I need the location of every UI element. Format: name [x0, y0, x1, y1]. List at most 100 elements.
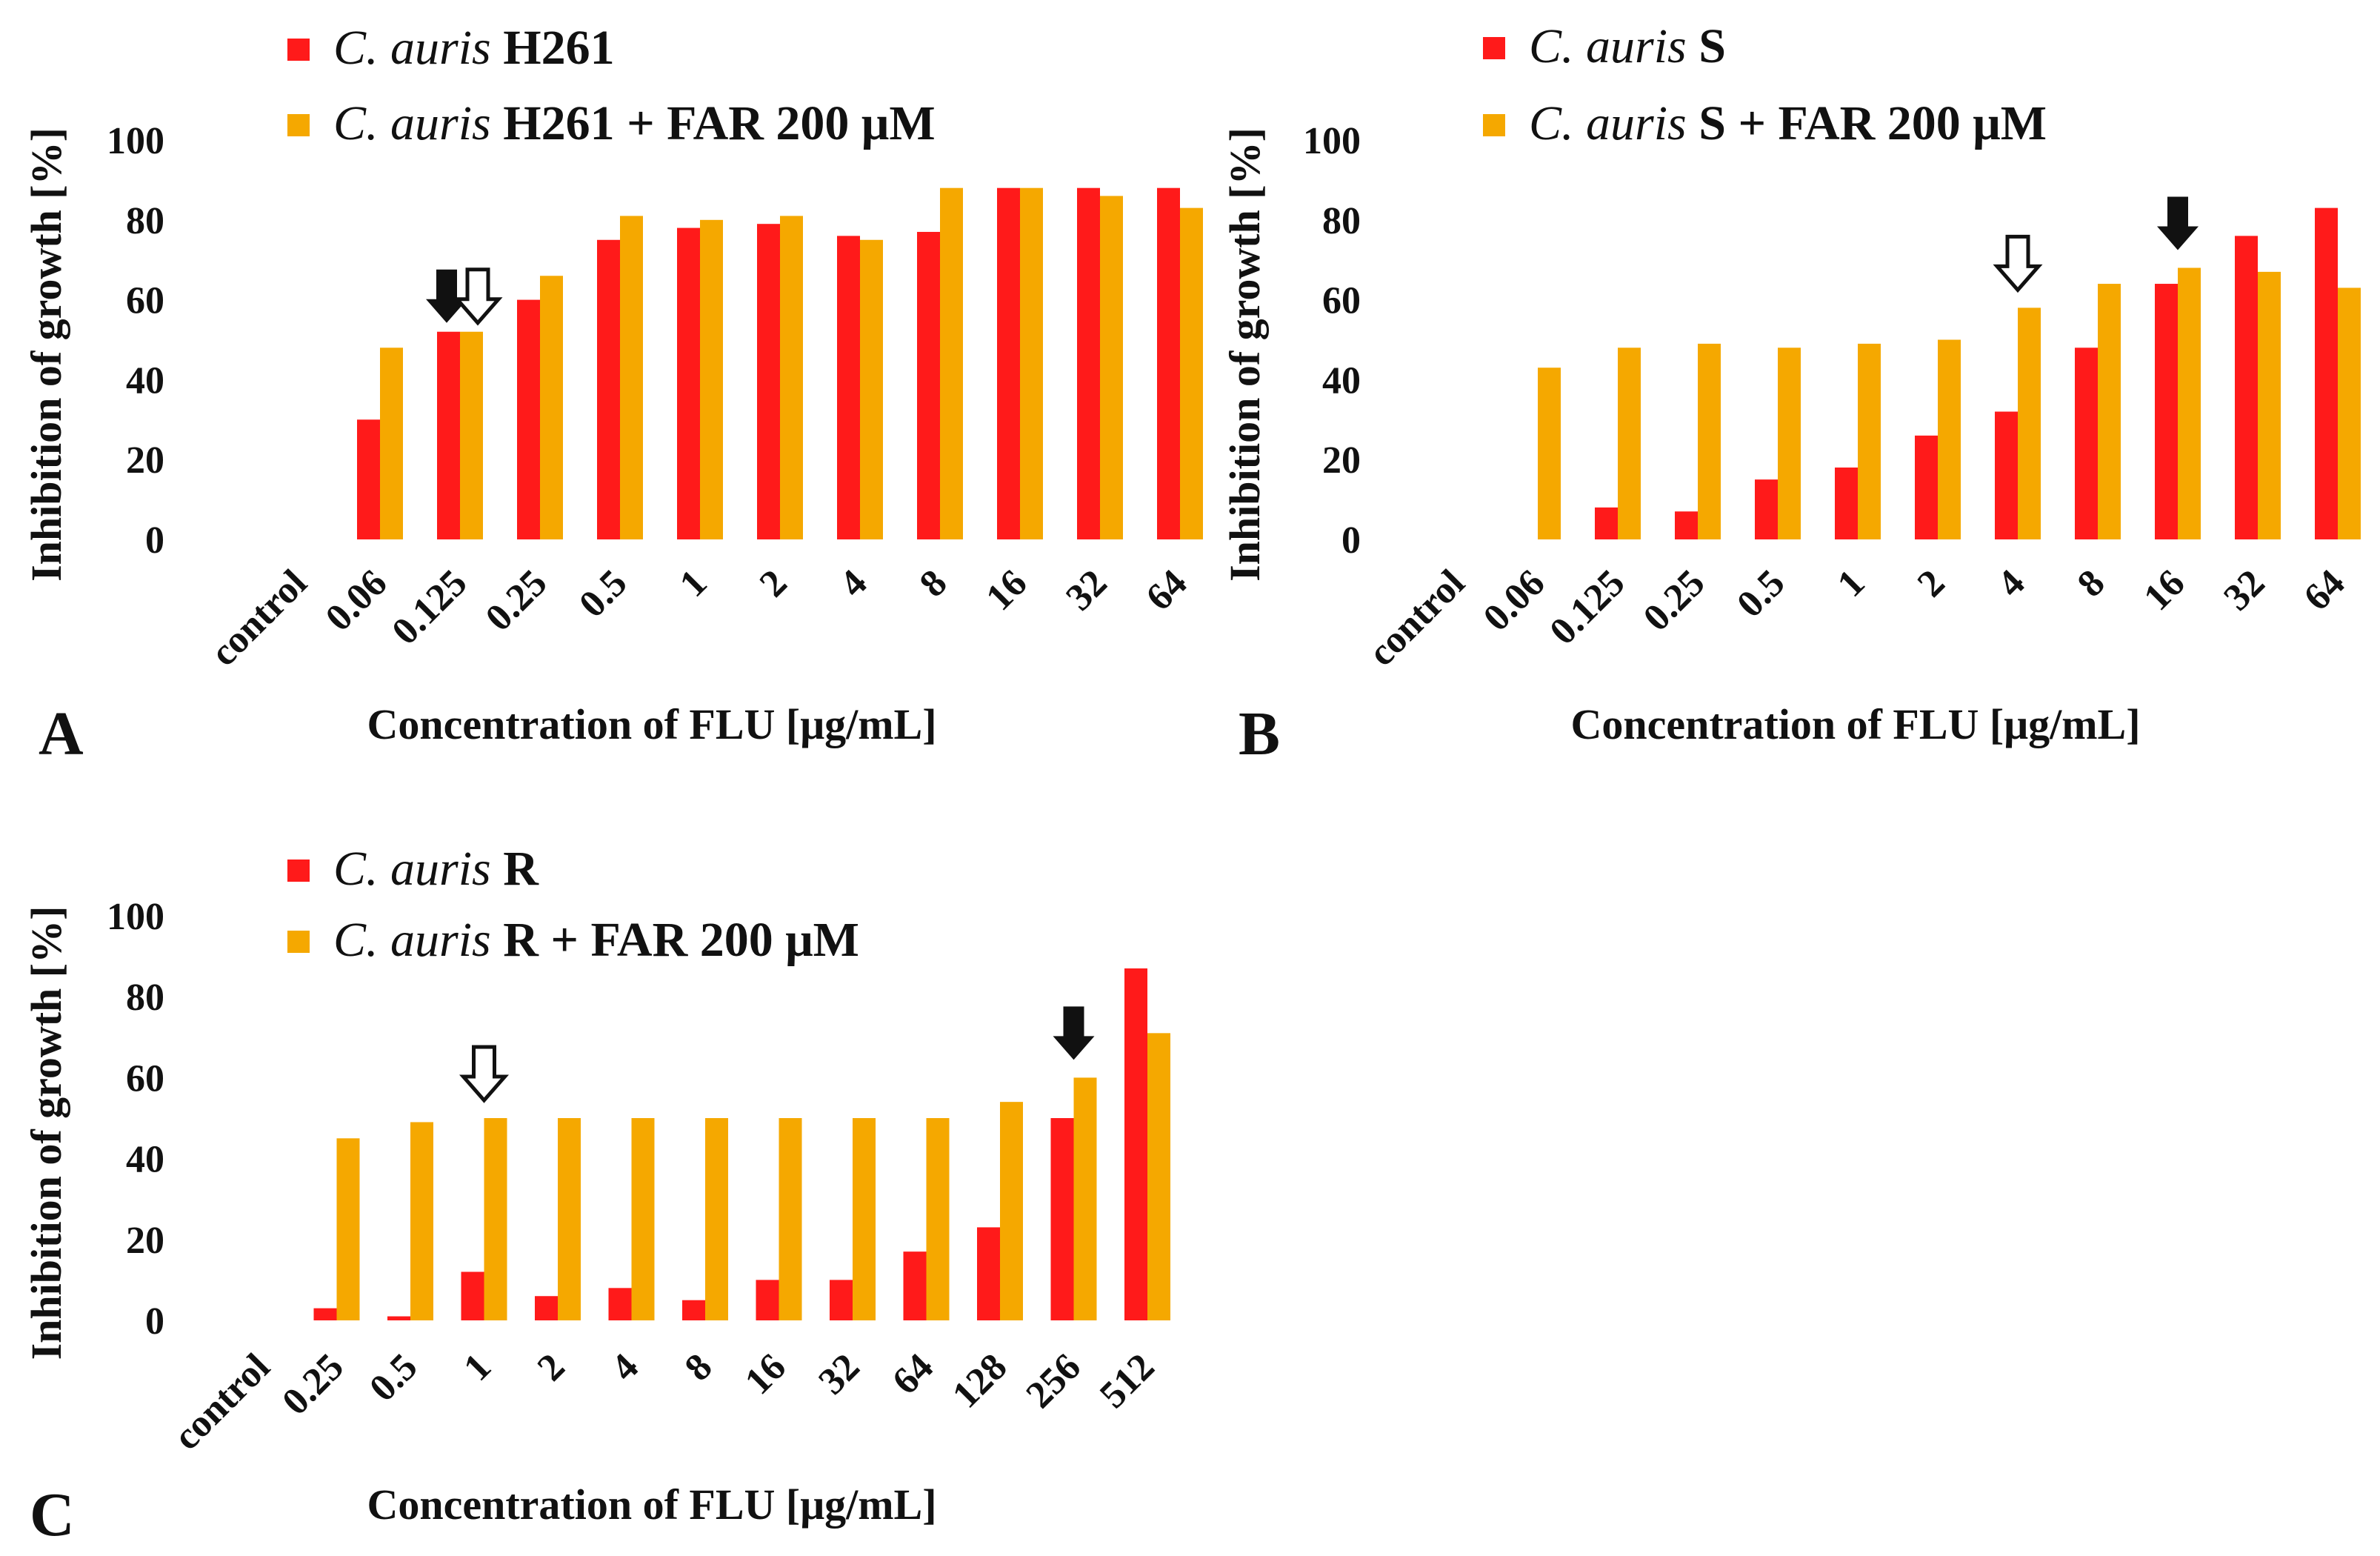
legend-species: C. auris	[1529, 19, 1687, 73]
x-tick-label: 0.5	[1729, 562, 1793, 625]
bar-with-far-9	[2178, 267, 2201, 539]
chart-panel-c: C. auris RC. auris R + FAR 200 μM0204060…	[22, 842, 1170, 1549]
x-tick-label: 2	[752, 562, 796, 605]
legend-label-1: C. auris H261	[333, 21, 615, 75]
x-axis-title: Concentration of FLU [μg/mL]	[1570, 700, 2140, 748]
x-tick-label: 1	[1830, 562, 1873, 605]
x-tick-label: 32	[810, 1346, 867, 1403]
legend-species: C. auris	[333, 21, 491, 75]
bar-strain-10	[977, 1227, 1000, 1320]
legend-strain: R + FAR 200 μM	[503, 913, 859, 967]
bar-strain-7	[756, 1280, 779, 1320]
mic-arrow-open	[1993, 234, 2043, 293]
y-tick-label: 80	[126, 977, 164, 1019]
bar-with-far-8	[853, 1118, 876, 1320]
legend-space	[491, 913, 504, 967]
bar-with-far-2	[410, 1122, 433, 1320]
x-tick-label: control	[203, 562, 316, 674]
y-tick-label: 60	[126, 1057, 164, 1100]
x-tick-label: 0.25	[478, 562, 556, 639]
legend-swatch-1	[1483, 37, 1505, 59]
bar-strain-5	[608, 1288, 632, 1320]
x-tick-label: 0.5	[571, 562, 635, 625]
x-tick-label: 8	[2070, 562, 2113, 605]
legend-label-2: C. auris S + FAR 200 μM	[1529, 96, 2047, 150]
y-tick-label: 100	[107, 896, 164, 938]
bar-with-far-4	[620, 216, 643, 539]
bar-with-far-1	[380, 348, 403, 539]
bar-with-far-9	[1020, 187, 1043, 539]
bar-strain-1	[313, 1308, 337, 1320]
x-tick-label: 64	[1138, 562, 1195, 619]
x-tick-label: 0.25	[1636, 562, 1713, 639]
y-tick-label: 20	[126, 1220, 164, 1262]
x-tick-label: 1	[672, 562, 716, 605]
mic-arrow-filled	[2157, 196, 2199, 250]
bar-strain-2	[387, 1316, 410, 1320]
bar-strain-7	[1995, 411, 2018, 539]
bar-strain-5	[677, 227, 700, 539]
bar-strain-2	[437, 331, 460, 539]
bar-with-far-7	[2018, 307, 2041, 539]
bar-with-far-1	[336, 1138, 360, 1320]
chart-panel-b: C. auris SC. auris S + FAR 200 μM0204060…	[1221, 19, 2361, 768]
legend-species: C. auris	[333, 913, 491, 967]
legend-space	[491, 96, 504, 150]
y-axis-title: Inhibition of growth [%]	[1221, 127, 1269, 582]
bar-strain-8	[2075, 348, 2098, 539]
y-tick-label: 0	[145, 1300, 164, 1343]
x-tick-label: 64	[884, 1346, 941, 1403]
legend-swatch-2	[1483, 114, 1505, 136]
x-tick-label: control	[166, 1346, 279, 1458]
legend-label-1: C. auris S	[1529, 19, 1726, 73]
bar-strain-10	[2235, 236, 2258, 539]
bar-with-far-7	[860, 239, 883, 539]
bar-with-far-3	[540, 276, 563, 539]
y-axis-title: Inhibition of growth [%]	[22, 127, 70, 582]
y-tick-label: 40	[1322, 359, 1361, 402]
legend-swatch-2	[287, 114, 310, 136]
bar-with-far-2	[1618, 348, 1641, 539]
bar-strain-4	[1755, 479, 1778, 539]
bar-with-far-12	[1147, 1033, 1170, 1320]
bar-strain-6	[682, 1300, 705, 1320]
x-tick-label: 16	[737, 1346, 794, 1403]
bar-strain-1	[357, 419, 380, 539]
mic-arrow-open	[453, 267, 503, 326]
legend-space	[1687, 19, 1699, 73]
bar-strain-3	[461, 1271, 484, 1320]
x-tick-label: 16	[978, 562, 1035, 619]
bar-with-far-4	[1778, 348, 1801, 539]
bar-strain-8	[830, 1280, 853, 1320]
mic-arrow-filled	[426, 269, 467, 323]
bar-strain-7	[837, 236, 860, 539]
bar-with-far-11	[2338, 287, 2361, 539]
legend-label-2: C. auris R + FAR 200 μM	[333, 913, 859, 967]
legend-space	[491, 21, 504, 75]
y-tick-label: 60	[126, 280, 164, 322]
x-axis-title: Concentration of FLU [μg/mL]	[367, 700, 936, 748]
panel-label: A	[39, 699, 84, 768]
x-tick-label: 256	[1019, 1346, 1089, 1416]
x-tick-label: 4	[603, 1346, 647, 1389]
bar-strain-5	[1835, 467, 1858, 539]
y-tick-label: 40	[126, 359, 164, 402]
bar-with-far-4	[558, 1118, 581, 1320]
mic-arrow-filled	[1053, 1006, 1095, 1060]
bar-strain-4	[597, 239, 620, 539]
y-tick-label: 100	[107, 120, 164, 162]
bar-with-far-6	[780, 216, 803, 539]
x-tick-label: 8	[677, 1346, 721, 1389]
y-tick-label: 0	[145, 519, 164, 562]
bar-strain-8	[917, 231, 940, 539]
panel-label: C	[30, 1480, 75, 1549]
y-tick-label: 80	[1322, 200, 1361, 242]
bar-with-far-1	[1538, 368, 1561, 539]
bar-strain-4	[535, 1296, 558, 1320]
x-tick-label: control	[1361, 562, 1473, 674]
x-axis-title: Concentration of FLU [μg/mL]	[367, 1480, 936, 1529]
bar-strain-11	[1050, 1118, 1074, 1320]
legend-swatch-2	[287, 931, 310, 953]
x-tick-label: 0.06	[1476, 562, 1553, 639]
